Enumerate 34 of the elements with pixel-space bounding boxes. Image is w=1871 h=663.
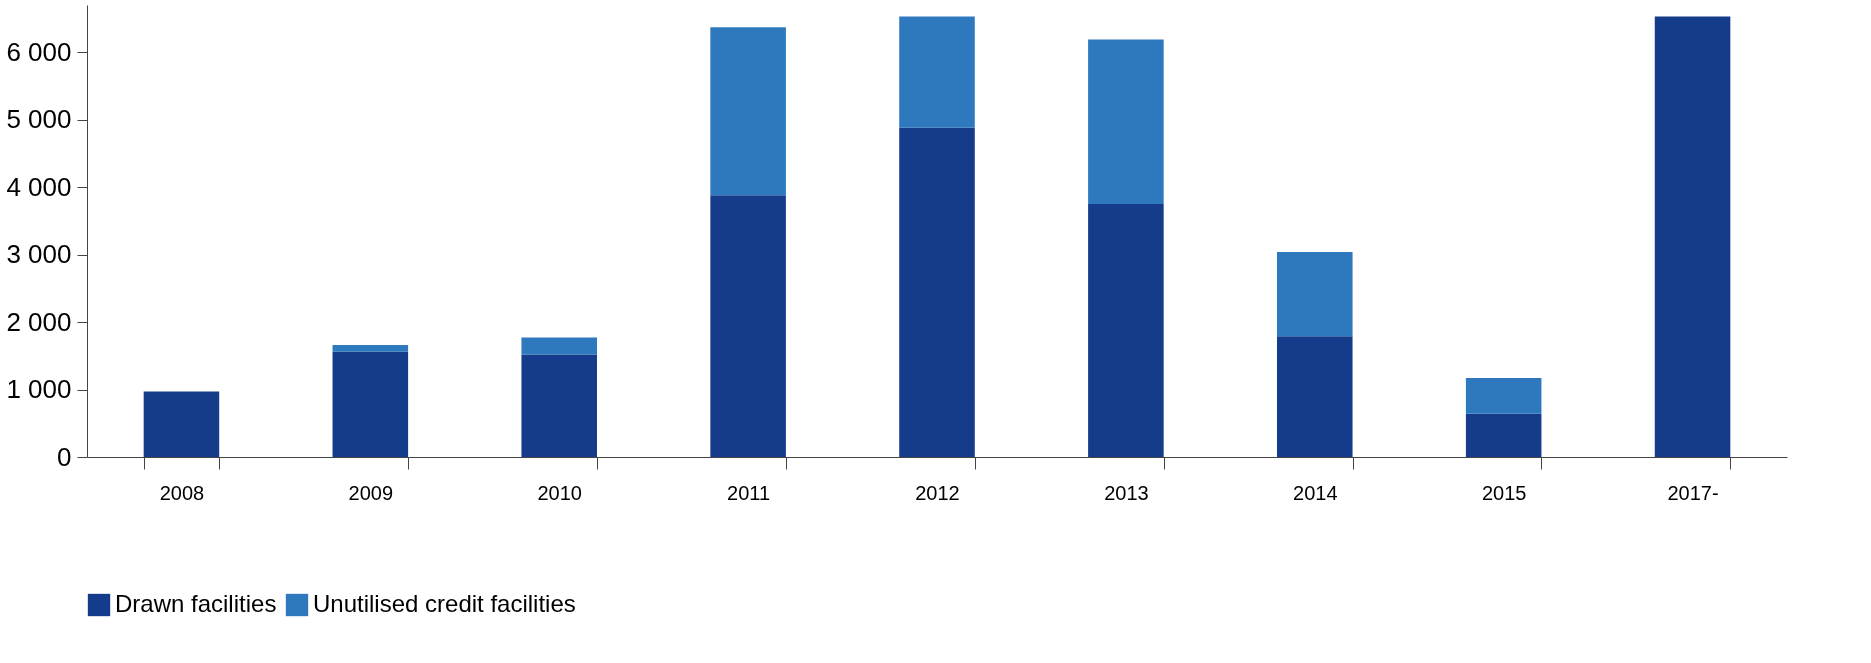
- x-tick-label: 2012: [915, 481, 960, 504]
- legend-label: Unutilised credit facilities: [313, 590, 576, 617]
- bar: [710, 195, 786, 457]
- bar: [1088, 204, 1164, 457]
- bar: [1277, 251, 1353, 337]
- y-tick-label: 3 000: [6, 239, 72, 270]
- x-tick-label: 2017-: [1667, 481, 1719, 504]
- x-tick-label: 2015: [1481, 481, 1527, 504]
- y-tick-label: 2 000: [6, 306, 72, 337]
- bar: [1088, 39, 1164, 205]
- legend-label: Drawn facilities: [115, 590, 277, 617]
- bar: [899, 127, 975, 457]
- x-tick-label: 2008: [159, 481, 205, 504]
- bar: [710, 27, 786, 196]
- y-tick-label: 0: [57, 441, 72, 472]
- y-tick-label: 1 000: [6, 374, 72, 405]
- y-tick-label: 5 000: [6, 104, 72, 135]
- bar: [1277, 336, 1353, 457]
- bar: [521, 337, 597, 355]
- bar: [143, 391, 220, 457]
- bar: [1654, 16, 1731, 457]
- bar: [1465, 378, 1542, 414]
- bar: [332, 345, 409, 352]
- bar: [521, 354, 597, 457]
- x-tick-label: 2010: [537, 481, 582, 504]
- x-tick-label: 2009: [348, 481, 394, 504]
- y-tick-label: 4 000: [6, 171, 72, 202]
- x-tick-label: 2011: [727, 481, 771, 504]
- x-tick-label: 2013: [1104, 481, 1149, 504]
- x-tick-label: 2014: [1293, 481, 1338, 504]
- bar: [899, 16, 975, 128]
- bar: [1465, 413, 1542, 457]
- y-tick-label: 6 000: [6, 36, 72, 67]
- bar: [332, 351, 409, 457]
